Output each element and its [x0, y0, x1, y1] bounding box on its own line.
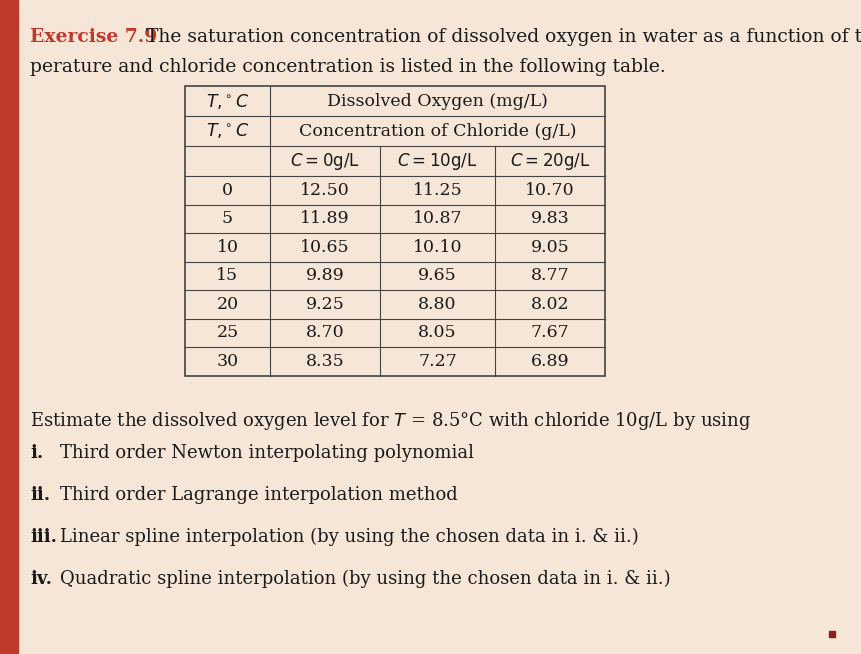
Text: 9.89: 9.89 [306, 267, 344, 284]
Text: 9.65: 9.65 [418, 267, 456, 284]
Text: 10: 10 [216, 239, 238, 256]
Text: 8.70: 8.70 [306, 324, 344, 341]
Text: Concentration of Chloride (g/L): Concentration of Chloride (g/L) [299, 122, 576, 139]
Text: Estimate the dissolved oxygen level for $T$ = 8.5°C with chloride 10g/L by using: Estimate the dissolved oxygen level for … [30, 411, 750, 432]
Text: 0: 0 [222, 182, 232, 199]
Text: 10.87: 10.87 [412, 210, 461, 227]
Text: Quadratic spline interpolation (by using the chosen data in i. & ii.): Quadratic spline interpolation (by using… [60, 570, 670, 588]
Text: 30: 30 [216, 353, 238, 370]
Text: 9.05: 9.05 [530, 239, 569, 256]
Text: Linear spline interpolation (by using the chosen data in i. & ii.): Linear spline interpolation (by using th… [60, 528, 638, 546]
Text: 25: 25 [216, 324, 238, 341]
Text: Third order Lagrange interpolation method: Third order Lagrange interpolation metho… [60, 486, 457, 504]
Text: 8.35: 8.35 [306, 353, 344, 370]
Bar [0, 0, 18, 654]
Text: 7.27: 7.27 [418, 353, 456, 370]
Text: 10.70: 10.70 [524, 182, 574, 199]
Text: Third order Newton interpolating polynomial: Third order Newton interpolating polynom… [60, 444, 474, 462]
Text: 5: 5 [221, 210, 232, 227]
Text: 8.05: 8.05 [418, 324, 456, 341]
Text: perature and chloride concentration is listed in the following table.: perature and chloride concentration is l… [30, 58, 665, 76]
Text: $T{,}^\circ C$: $T{,}^\circ C$ [206, 92, 249, 111]
Text: 10.65: 10.65 [300, 239, 350, 256]
Text: $T{,}^\circ C$: $T{,}^\circ C$ [206, 122, 249, 141]
Text: $C=20\mathrm{g/L}$: $C=20\mathrm{g/L}$ [509, 150, 590, 171]
Text: 8.80: 8.80 [418, 296, 456, 313]
Text: ii.: ii. [30, 486, 50, 504]
Text: iv.: iv. [30, 570, 52, 588]
Text: Dissolved Oxygen (mg/L): Dissolved Oxygen (mg/L) [326, 92, 548, 109]
Text: iii.: iii. [30, 528, 57, 546]
Text: 6.89: 6.89 [530, 353, 568, 370]
Text: 10.10: 10.10 [412, 239, 461, 256]
Text: 9.83: 9.83 [530, 210, 569, 227]
Text: Exercise 7.9: Exercise 7.9 [30, 28, 157, 46]
Text: $C=10\mathrm{g/L}$: $C=10\mathrm{g/L}$ [397, 150, 477, 171]
Text: 8.77: 8.77 [530, 267, 569, 284]
Text: The saturation concentration of dissolved oxygen in water as a function of tem-: The saturation concentration of dissolve… [139, 28, 861, 46]
Text: 11.25: 11.25 [412, 182, 461, 199]
Text: 12.50: 12.50 [300, 182, 350, 199]
Text: 8.02: 8.02 [530, 296, 568, 313]
Text: 15: 15 [216, 267, 238, 284]
Text: 20: 20 [216, 296, 238, 313]
Text: 7.67: 7.67 [530, 324, 569, 341]
Bar [185, 86, 604, 375]
Text: 11.89: 11.89 [300, 210, 350, 227]
Text: 9.25: 9.25 [305, 296, 344, 313]
Text: i.: i. [30, 444, 43, 462]
Text: $C=0\mathrm{g/L}$: $C=0\mathrm{g/L}$ [290, 150, 360, 171]
